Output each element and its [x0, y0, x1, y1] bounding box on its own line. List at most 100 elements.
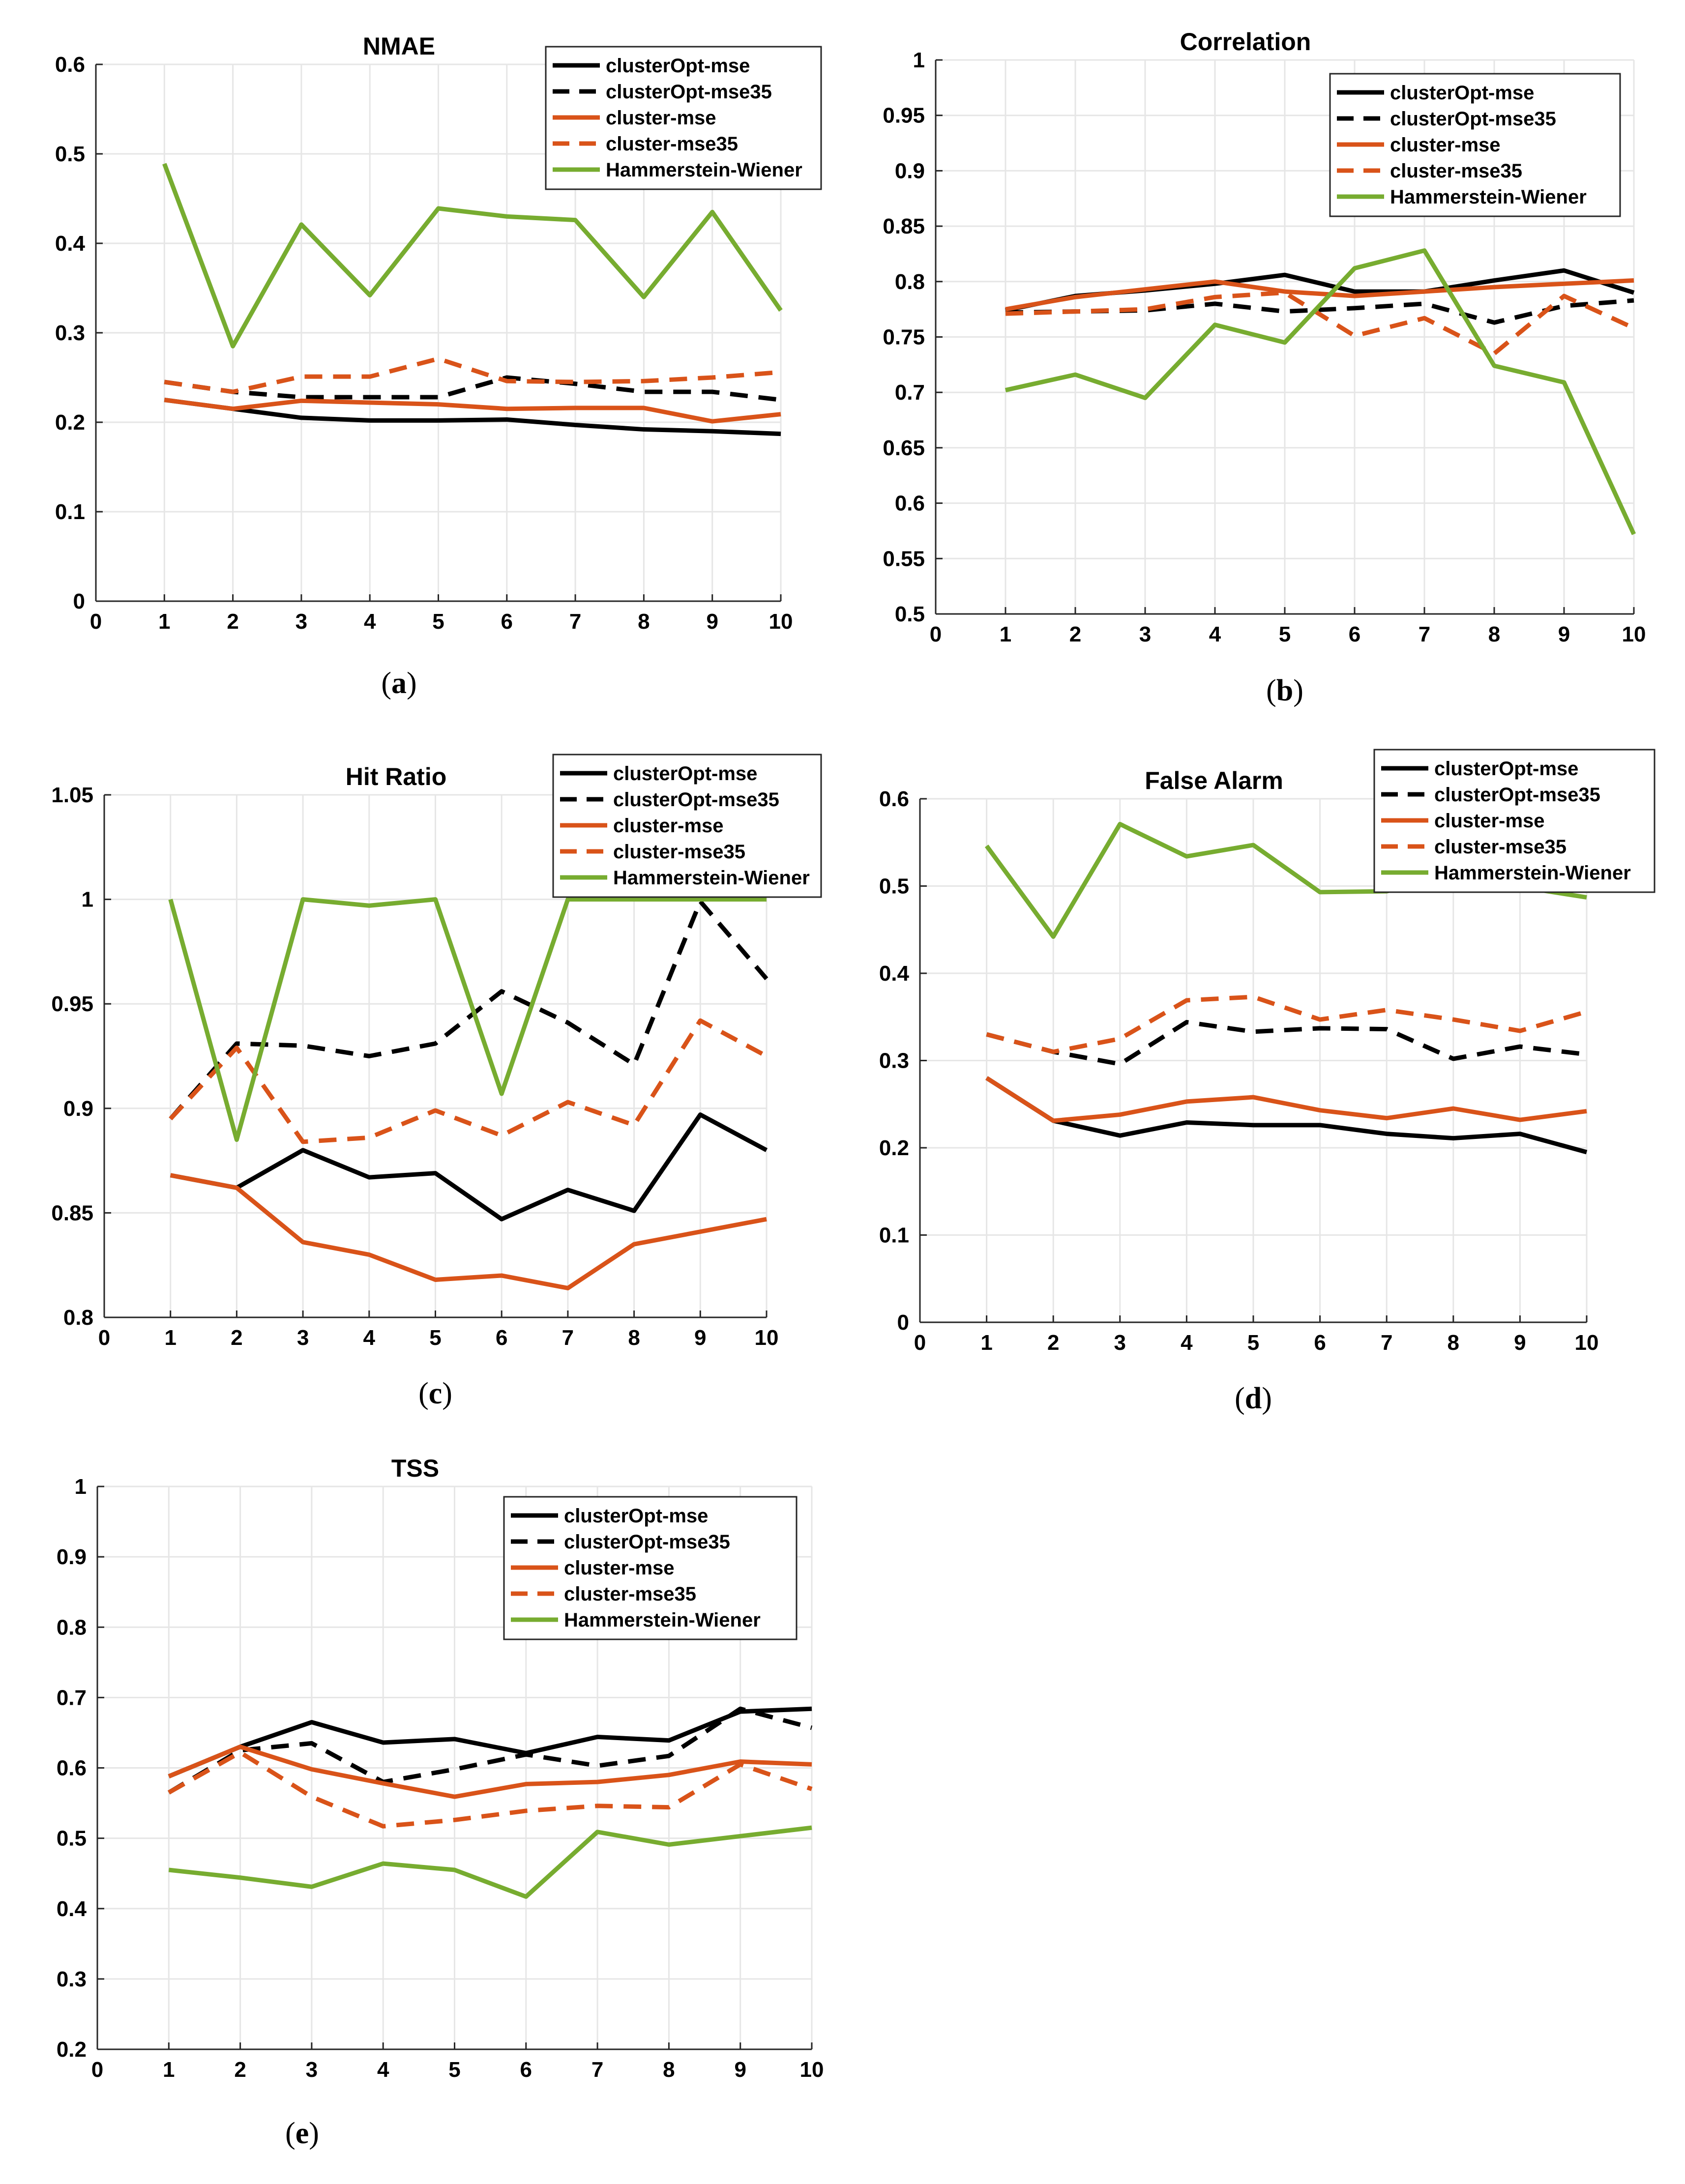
- x-tick-label: 4: [364, 610, 376, 634]
- x-tick-label: 0: [91, 2058, 103, 2082]
- y-tick-label: 0.3: [879, 1049, 909, 1073]
- chart-title: Hit Ratio: [346, 763, 447, 790]
- x-tick-label: 4: [1181, 1331, 1193, 1355]
- y-tick-label: 0.4: [55, 232, 86, 256]
- series-line-Hammerstein-Wiener: [162, 163, 783, 349]
- chart-a: 0 1 2 3 4 5 6 7 8 9 10 0 0.1 0.2 0.3 0.4 0.5 0.6 NMAE clust…: [55, 32, 822, 700]
- x-tick-label: 9: [694, 1326, 706, 1350]
- x-tick-label: 8: [1488, 622, 1500, 646]
- series-line-cluster-mse: [168, 1745, 812, 1799]
- x-tick-label: 4: [377, 2058, 389, 2082]
- x-tick-label: 7: [562, 1326, 574, 1350]
- x-tick-label: 8: [663, 2058, 675, 2082]
- y-tick-label: 0.6: [879, 787, 909, 811]
- y-tick-label: 0.7: [57, 1686, 87, 1710]
- legend-label: clusterOpt-mse35: [613, 789, 779, 811]
- series-line-cluster-mse35: [1005, 290, 1635, 356]
- legend: clusterOpt-mse clusterOpt-mse35 cluster-ms…: [1373, 749, 1655, 893]
- x-tick-label: 8: [638, 610, 650, 634]
- x-tick-label: 0: [930, 622, 942, 646]
- x-tick-label: 5: [448, 2058, 460, 2082]
- panel-caption: (d): [1235, 1382, 1272, 1415]
- x-tick-label: 1: [163, 2058, 175, 2082]
- x-tick-label: 6: [501, 610, 513, 634]
- x-tick-label: 2: [227, 610, 238, 634]
- x-tick-label: 9: [1558, 622, 1570, 646]
- x-tick-label: 2: [1069, 622, 1081, 646]
- series-line-cluster-mse35: [168, 1750, 813, 1829]
- x-tick-label: 6: [1314, 1331, 1326, 1355]
- y-tick-label: 0.6: [55, 53, 85, 77]
- legend-label: clusterOpt-mse: [1434, 758, 1578, 780]
- x-tick-label: 8: [1448, 1331, 1459, 1355]
- y-tick-label: 0.5: [895, 602, 925, 626]
- x-tick-label: 3: [306, 2058, 318, 2082]
- x-tick-label: 9: [1514, 1331, 1526, 1355]
- legend-label: Hammerstein-Wiener: [1434, 862, 1631, 884]
- legend-label: clusterOpt-mse: [564, 1505, 708, 1527]
- y-tick-label: 1: [82, 888, 93, 912]
- legend-label: cluster-mse: [613, 815, 724, 837]
- x-tick-label: 7: [569, 610, 581, 634]
- legend-label: cluster-mse: [1390, 134, 1501, 156]
- series-line-Hammerstein-Wiener: [1005, 248, 1636, 535]
- x-tick-label: 1: [980, 1331, 992, 1355]
- legend-label: Hammerstein-Wiener: [613, 867, 810, 889]
- legend: clusterOpt-mse clusterOpt-mse35 cluster-ms…: [552, 754, 822, 898]
- series-line-Hammerstein-Wiener: [168, 1825, 812, 1899]
- x-tick-label: 2: [1047, 1331, 1059, 1355]
- y-tick-label: 0.9: [57, 1545, 87, 1569]
- legend: clusterOpt-mse clusterOpt-mse35 cluster-ms…: [1329, 73, 1621, 217]
- y-tick-label: 0.4: [57, 1897, 87, 1921]
- chart-title: Correlation: [1180, 28, 1311, 56]
- x-tick-label: 10: [1622, 622, 1646, 646]
- y-tick-label: 0.1: [879, 1223, 909, 1248]
- y-tick-label: 0.4: [879, 961, 910, 986]
- y-tick-label: 0.85: [51, 1201, 93, 1225]
- y-tick-label: 0.3: [55, 321, 85, 345]
- legend: clusterOpt-mse clusterOpt-mse35 cluster-ms…: [545, 46, 822, 190]
- x-tick-label: 6: [496, 1326, 507, 1350]
- x-tick-label: 6: [520, 2058, 532, 2082]
- chart-title: False Alarm: [1145, 767, 1283, 794]
- panel-caption: (b): [1266, 674, 1303, 707]
- y-tick-label: 0.2: [55, 410, 85, 435]
- legend-label: clusterOpt-mse35: [1434, 784, 1600, 806]
- legend-label: clusterOpt-mse35: [1390, 108, 1556, 130]
- x-tick-label: 0: [90, 610, 102, 634]
- chart-title: TSS: [391, 1455, 439, 1482]
- legend-label: clusterOpt-mse35: [564, 1531, 730, 1553]
- x-tick-label: 7: [1419, 622, 1430, 646]
- legend-label: clusterOpt-mse: [1390, 82, 1534, 104]
- panel-caption: (a): [381, 667, 416, 700]
- y-tick-label: 0.95: [883, 104, 925, 128]
- x-tick-label: 10: [800, 2058, 824, 2082]
- y-tick-label: 0.65: [883, 436, 925, 460]
- series-line-cluster-mse35: [164, 356, 781, 394]
- x-tick-label: 1: [158, 610, 170, 634]
- chart-b: 0 1 2 3 4 5 6 7 8 9 10 0.5 0.55 0.6 0.65 0.7 0.75 0.8 0.85…: [883, 28, 1646, 707]
- series-line-clusterOpt-mse: [164, 398, 781, 437]
- y-tick-label: 0.85: [883, 214, 925, 238]
- y-tick-label: 0.9: [895, 159, 925, 183]
- legend-label: cluster-mse35: [1434, 836, 1567, 858]
- x-tick-label: 3: [1139, 622, 1151, 646]
- y-tick-label: 1.05: [51, 783, 93, 807]
- y-tick-label: 0.9: [63, 1097, 93, 1121]
- x-tick-label: 5: [429, 1326, 441, 1350]
- y-tick-label: 0.75: [883, 325, 925, 349]
- y-tick-label: 0.6: [57, 1756, 87, 1780]
- series-line-clusterOpt-mse35: [164, 375, 781, 402]
- x-tick-label: 6: [1349, 622, 1360, 646]
- y-tick-label: 0.2: [57, 2038, 87, 2062]
- y-tick-label: 0.5: [55, 142, 85, 166]
- x-tick-label: 2: [231, 1326, 242, 1350]
- y-tick-label: 0.3: [57, 1967, 87, 1991]
- panel-caption: (e): [285, 2117, 319, 2150]
- legend: clusterOpt-mse clusterOpt-mse35 cluster-ms…: [503, 1496, 798, 1640]
- series-line-clusterOpt-mse: [985, 1076, 1588, 1155]
- x-tick-label: 10: [1575, 1331, 1599, 1355]
- legend-label: cluster-mse35: [606, 133, 738, 155]
